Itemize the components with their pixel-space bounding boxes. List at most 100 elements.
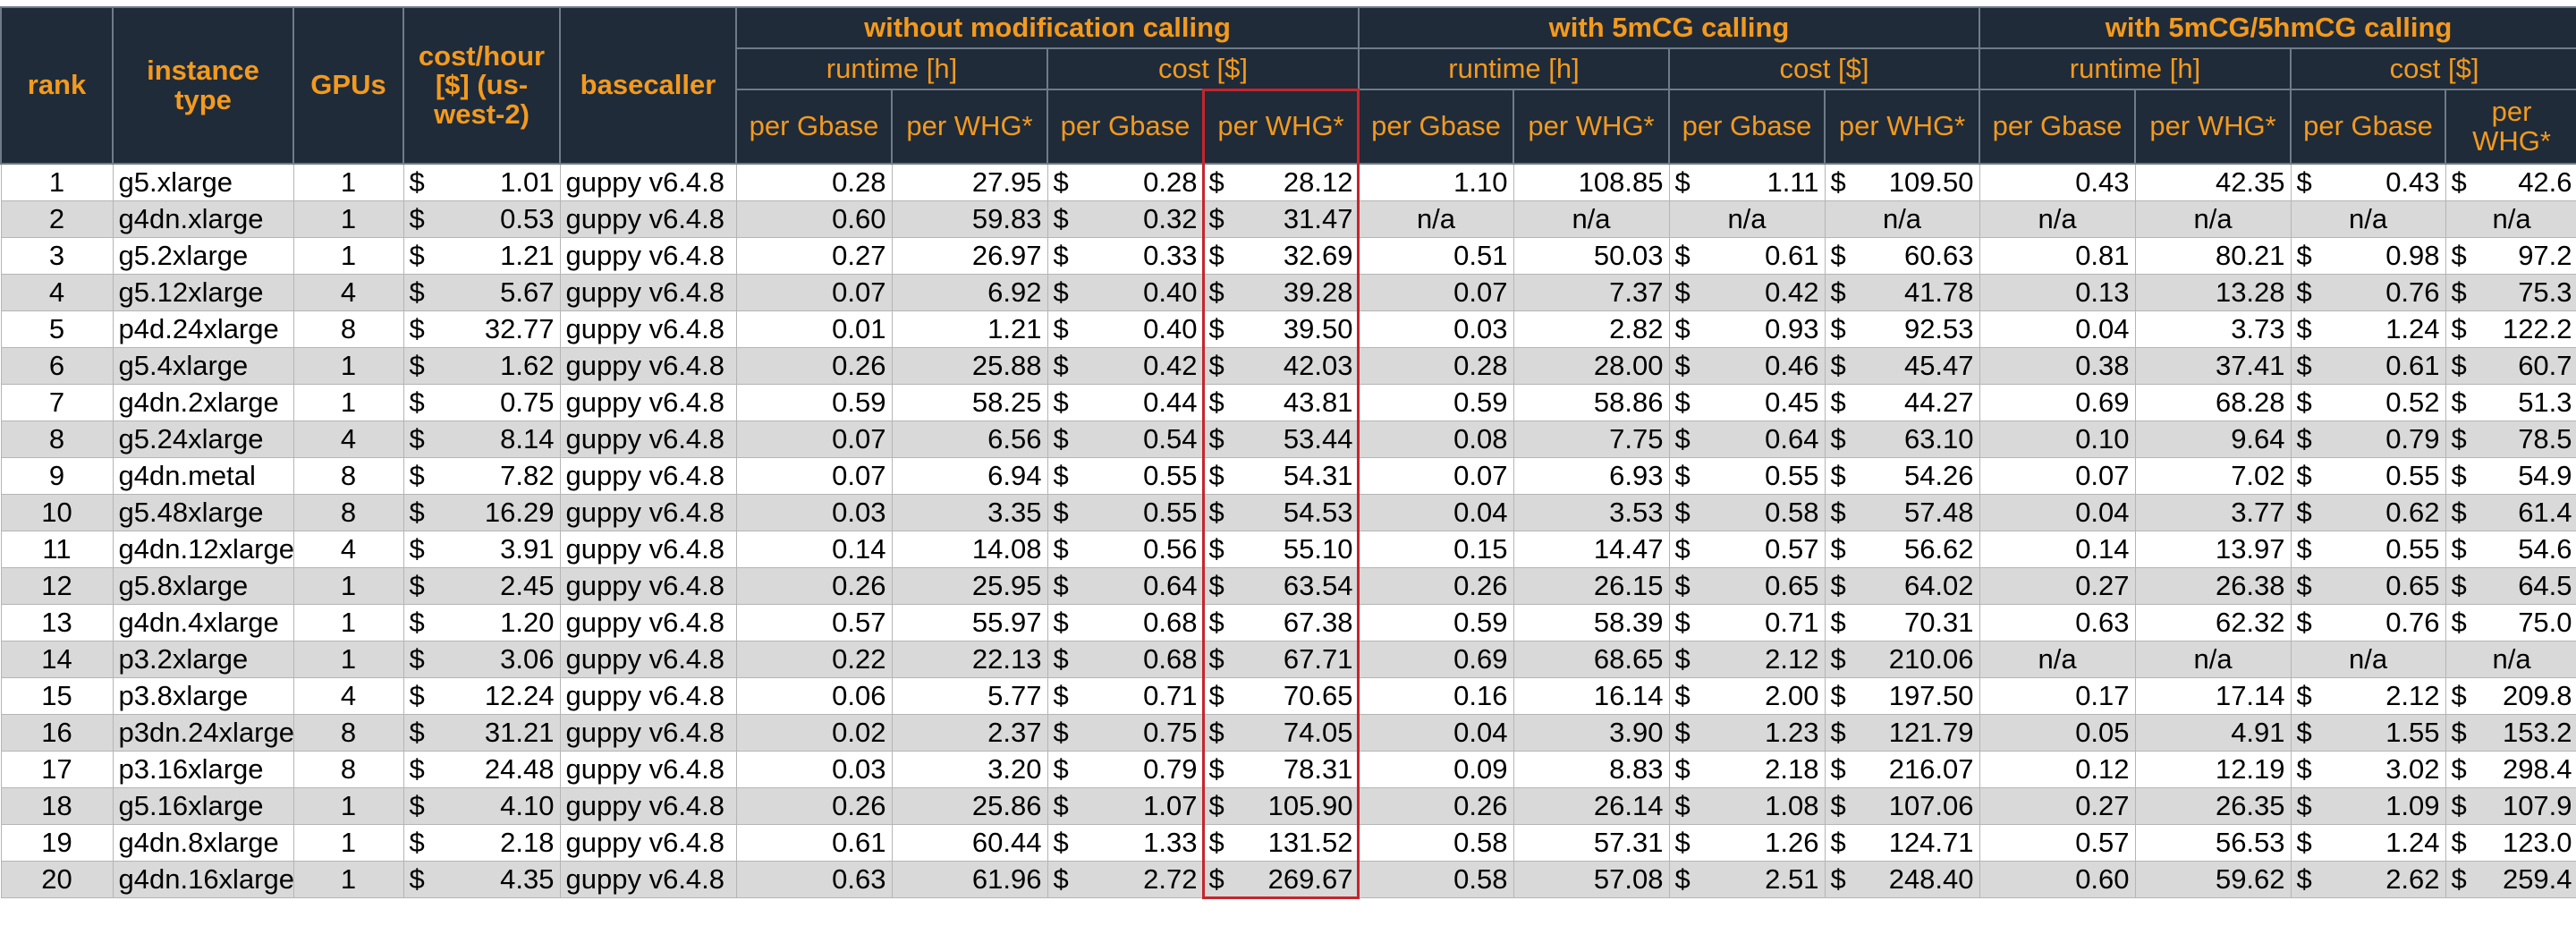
- cell: 1: [292, 641, 404, 678]
- cell: 26.97: [891, 237, 1048, 275]
- header-cell: rank: [0, 6, 114, 165]
- money-cell: $124.71: [1831, 826, 1974, 861]
- money-cell: $12.24: [410, 679, 555, 714]
- cell: 68.28: [2134, 384, 2292, 421]
- amount: 0.58: [1765, 497, 1819, 528]
- cell: $0.65: [1668, 567, 1826, 605]
- cell: 2: [0, 200, 114, 238]
- cell: guppy v6.4.8: [559, 310, 737, 348]
- cell: $7.82: [402, 457, 561, 495]
- cell: 0.03: [735, 751, 893, 788]
- amount: 2.12: [1765, 643, 1819, 675]
- currency: $: [1208, 790, 1224, 821]
- cell: $74.05: [1202, 714, 1360, 752]
- money-cell: $60.7: [2452, 349, 2572, 384]
- subgroup-header: runtime [h]: [735, 47, 1048, 90]
- cell: 0.14: [1979, 531, 2136, 568]
- cell: n/a: [1979, 641, 2136, 678]
- subcolumn-header: per WHG*: [2445, 89, 2576, 165]
- cell: 0.69: [1358, 641, 1514, 678]
- header-cell: GPUs: [292, 6, 404, 165]
- table-container: rank instance type GPUs cost/hour [$] (u…: [0, 6, 2576, 898]
- cell: 59.83: [891, 200, 1048, 238]
- money-cell: $0.68: [1054, 642, 1198, 677]
- cell: $42.03: [1202, 347, 1360, 385]
- cell: 0.43: [1979, 163, 2136, 201]
- money-cell: $0.68: [1054, 606, 1198, 641]
- currency: $: [409, 717, 425, 748]
- cell: 1: [292, 604, 404, 641]
- cell: 22.13: [891, 641, 1048, 678]
- subcolumn-header: per Gbase: [1668, 89, 1826, 165]
- amount: 67.38: [1283, 607, 1353, 638]
- amount: 1.09: [2385, 790, 2440, 821]
- money-cell: $0.65: [2296, 569, 2440, 604]
- cell: $78.5: [2445, 421, 2576, 458]
- amount: 0.53: [500, 203, 555, 234]
- money-cell: $1.24: [2297, 826, 2440, 861]
- cell: 56.53: [2134, 824, 2292, 862]
- cell: guppy v6.4.8: [559, 641, 737, 678]
- money-cell: $44.27: [1831, 386, 1974, 421]
- money-cell: $0.55: [1054, 496, 1198, 531]
- money-cell: $0.75: [410, 386, 555, 421]
- cell: 0.09: [1358, 751, 1514, 788]
- money-cell: $54.26: [1831, 459, 1974, 494]
- amount: 32.77: [484, 313, 555, 344]
- currency: $: [2296, 313, 2312, 344]
- amount: 0.68: [1143, 607, 1198, 638]
- money-cell: $0.54: [1054, 422, 1198, 457]
- money-cell: $0.55: [2297, 532, 2440, 567]
- cell: $3.91: [402, 531, 561, 568]
- cell: $0.55: [2290, 457, 2446, 495]
- currency: $: [1830, 423, 1846, 455]
- amount: 63.54: [1283, 570, 1353, 601]
- cell: guppy v6.4.8: [559, 200, 737, 238]
- cell: $0.40: [1046, 274, 1204, 311]
- cell: $0.57: [1668, 531, 1826, 568]
- amount: 78.5: [2518, 423, 2572, 455]
- cell: 2.82: [1513, 310, 1670, 348]
- currency: $: [409, 313, 425, 344]
- subgroup-header: cost [$]: [1667, 47, 1981, 90]
- table-row: 20 g4dn.16xlarge 1 $4.35 guppy v6.4.8 0.63 61.…: [0, 861, 2576, 898]
- cell: $51.3: [2445, 384, 2576, 421]
- cell: g5.16xlarge: [112, 787, 294, 825]
- amount: 45.47: [1903, 350, 1974, 381]
- cell: 3.77: [2134, 494, 2292, 531]
- cell: 27.95: [891, 163, 1048, 201]
- money-cell: $78.31: [1209, 752, 1353, 787]
- cell: 5: [0, 310, 114, 348]
- header-cell: basecaller: [559, 6, 737, 165]
- currency: $: [1674, 497, 1690, 528]
- currency: $: [2296, 570, 2312, 601]
- group-header: without modification calling: [735, 6, 1360, 49]
- cell: $1.23: [1668, 714, 1826, 752]
- money-cell: $2.45: [410, 569, 555, 604]
- cell: 28.00: [1513, 347, 1670, 385]
- money-cell: $0.58: [1674, 496, 1819, 531]
- cell: $8.14: [402, 421, 561, 458]
- amount: 153.2: [2502, 717, 2572, 748]
- money-cell: $209.8: [2452, 679, 2572, 714]
- table-row: 3 g5.2xlarge 1 $1.21 guppy v6.4.8 0.27 26.97 $0…: [0, 237, 2576, 275]
- cell: $0.42: [1046, 347, 1204, 385]
- money-cell: $60.63: [1831, 239, 1974, 274]
- money-cell: $1.07: [1054, 789, 1198, 824]
- cell: $1.62: [402, 347, 561, 385]
- currency: $: [1830, 570, 1846, 601]
- table-row: 17 p3.16xlarge 8 $24.48 guppy v6.4.8 0.03 3.20…: [0, 751, 2576, 788]
- cell: 12.19: [2134, 751, 2292, 788]
- table-row: 15 p3.8xlarge 4 $12.24 guppy v6.4.8 0.06 5.77 $…: [0, 677, 2576, 715]
- cell: 4: [292, 677, 404, 715]
- subcolumn-header: per Gbase: [735, 89, 893, 165]
- amount: 124.71: [1888, 827, 1974, 858]
- cell: $32.77: [402, 310, 561, 348]
- amount: 197.50: [1888, 680, 1974, 711]
- cell: n/a: [1979, 200, 2136, 238]
- cell: 0.51: [1358, 237, 1514, 275]
- currency: $: [2296, 350, 2312, 381]
- cell: 15: [0, 677, 114, 715]
- money-cell: $39.50: [1209, 312, 1353, 347]
- currency: $: [1053, 166, 1069, 198]
